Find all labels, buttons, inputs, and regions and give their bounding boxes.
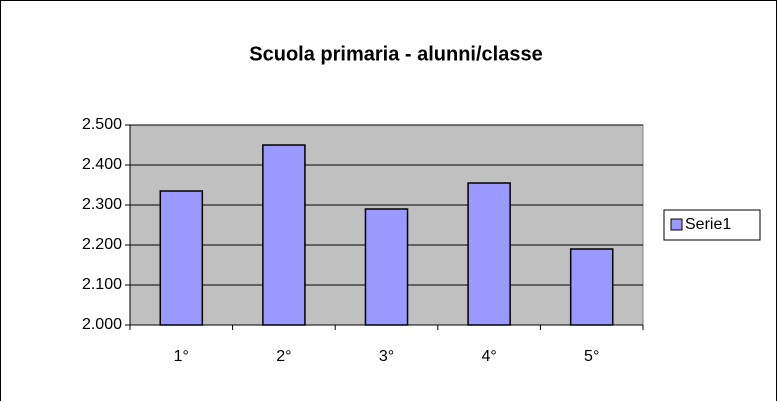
y-tick-label: 2.300: [82, 196, 122, 213]
bar: [364, 208, 409, 326]
x-tick-label: 5°: [584, 348, 599, 365]
y-tick-label: 2.100: [82, 276, 122, 293]
bar: [467, 182, 511, 326]
chart-title: Scuola primaria - alunni/classe: [249, 43, 542, 65]
bar: [262, 144, 306, 326]
x-tick-label: 2°: [276, 348, 291, 365]
bar: [569, 248, 614, 326]
y-tick-label: 2.400: [82, 156, 122, 173]
y-tick-label: 2.500: [82, 116, 122, 133]
x-tick-label: 1°: [174, 348, 189, 365]
bar: [159, 190, 204, 326]
x-tick-label: 3°: [379, 348, 394, 365]
y-tick-label: 2.000: [82, 316, 122, 333]
x-tick-label: 4°: [481, 348, 496, 365]
legend-swatch: [670, 218, 683, 231]
y-tick-label: 2.200: [82, 236, 122, 253]
legend-label: Serie1: [685, 216, 731, 233]
